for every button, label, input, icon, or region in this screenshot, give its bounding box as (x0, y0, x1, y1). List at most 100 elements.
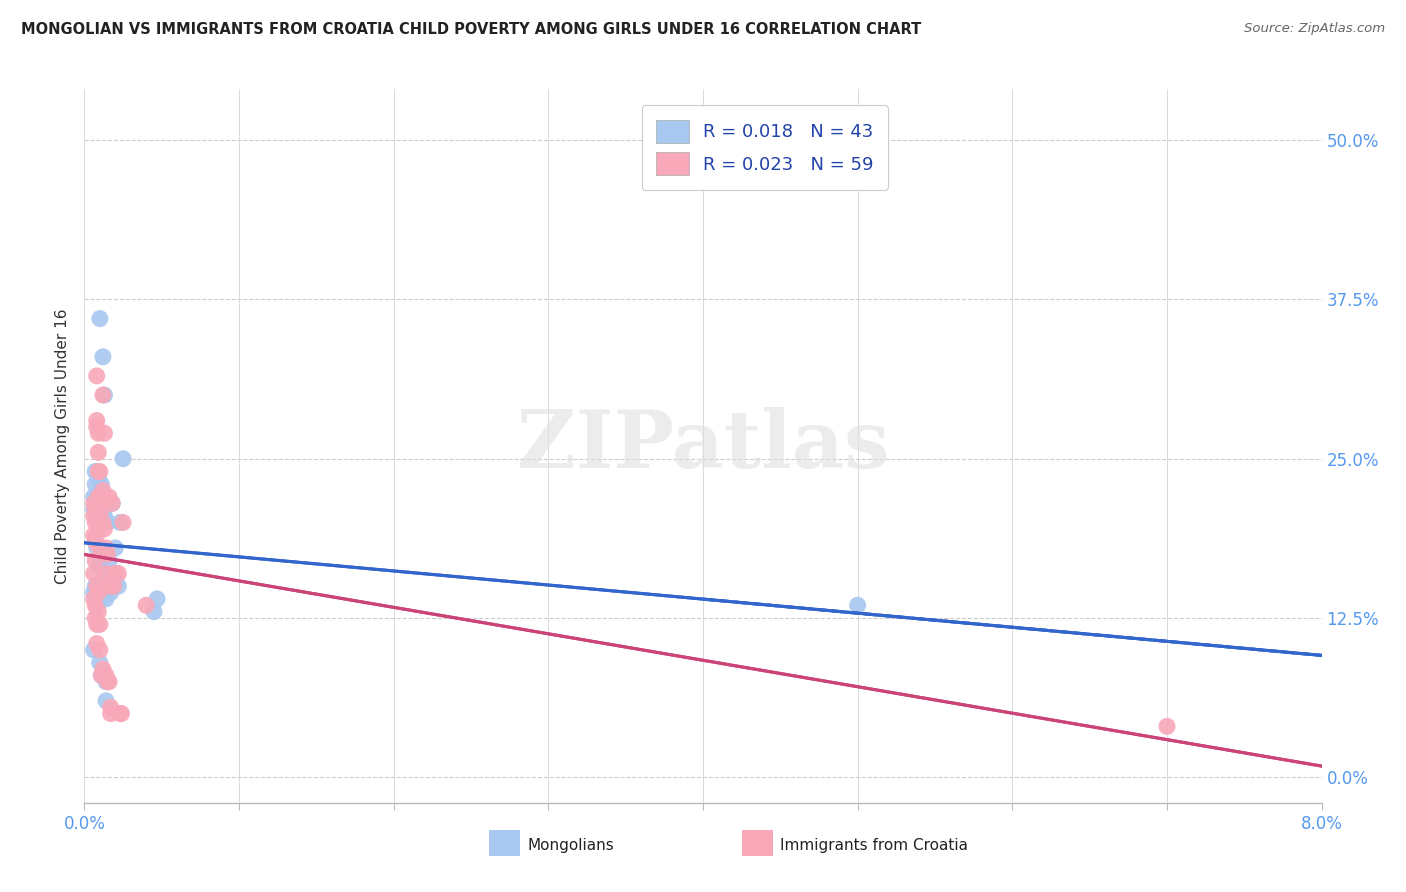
Point (89, 541, 111, 555)
Point (89, 656, 111, 670)
Point (108, 516, 131, 530)
Point (96, 516, 118, 530)
Text: Immigrants from Croatia: Immigrants from Croatia (780, 838, 969, 853)
Point (87, 465, 110, 479)
Point (104, 566, 127, 581)
Point (84, 599, 107, 613)
Point (94, 674, 117, 689)
Point (84, 579, 107, 593)
Point (87, 426, 110, 441)
Point (86, 502, 108, 516)
Point (83, 591, 105, 606)
Point (84, 502, 107, 516)
Point (91, 509, 114, 524)
Point (100, 585, 122, 599)
Point (89, 465, 111, 479)
Point (93, 509, 115, 524)
Point (1156, 719, 1178, 733)
Point (90, 668, 112, 682)
Point (83, 643, 105, 657)
Legend: R = 0.018   N = 43, R = 0.023   N = 59: R = 0.018 N = 43, R = 0.023 N = 59 (641, 105, 889, 190)
Point (84, 554, 107, 568)
Point (90, 490, 112, 504)
Point (83, 585, 105, 599)
Point (91, 483, 114, 498)
Point (94, 566, 117, 581)
Point (89, 516, 111, 530)
Point (104, 541, 127, 555)
Point (83, 509, 105, 524)
Point (86, 541, 108, 555)
Text: MONGOLIAN VS IMMIGRANTS FROM CROATIA CHILD POVERTY AMONG GIRLS UNDER 16 CORRELAT: MONGOLIAN VS IMMIGRANTS FROM CROATIA CHI… (21, 22, 921, 37)
Point (91, 502, 114, 516)
Point (101, 496, 124, 510)
Point (86, 490, 108, 504)
Point (87, 490, 110, 504)
Point (96, 674, 118, 689)
Point (87, 490, 110, 504)
Point (91, 350, 114, 364)
Point (94, 694, 117, 708)
Point (87, 591, 110, 606)
Point (96, 547, 118, 561)
Point (89, 617, 111, 632)
Point (83, 502, 105, 516)
Point (98, 554, 121, 568)
Point (86, 617, 108, 632)
Point (91, 662, 114, 676)
Point (94, 668, 117, 682)
Point (103, 579, 125, 593)
Point (86, 516, 108, 530)
Point (100, 700, 122, 714)
Y-axis label: Child Poverty Among Girls Under 16: Child Poverty Among Girls Under 16 (55, 309, 70, 583)
Point (107, 579, 129, 593)
Text: Source: ZipAtlas.com: Source: ZipAtlas.com (1244, 22, 1385, 36)
Text: Mongolians: Mongolians (527, 838, 614, 853)
Point (100, 706, 122, 721)
Point (135, 599, 157, 613)
Point (107, 566, 129, 581)
Point (89, 311, 111, 326)
Point (94, 541, 117, 555)
Point (93, 522, 115, 536)
Point (84, 611, 107, 625)
Point (84, 465, 107, 479)
Point (84, 516, 107, 530)
Point (83, 496, 105, 510)
Point (90, 668, 112, 682)
Point (86, 413, 108, 427)
Point (86, 528, 108, 542)
Point (100, 579, 122, 593)
Point (86, 496, 108, 510)
Point (87, 585, 110, 599)
Point (91, 516, 114, 530)
Point (89, 554, 111, 568)
Point (112, 516, 135, 530)
Point (84, 534, 107, 549)
Point (96, 579, 118, 593)
Point (846, 599, 869, 613)
Point (83, 490, 105, 504)
Point (93, 426, 115, 441)
Point (86, 420, 108, 434)
Point (83, 566, 105, 581)
Point (87, 471, 110, 485)
Point (94, 591, 117, 606)
Point (86, 368, 108, 383)
Point (90, 502, 112, 516)
Point (108, 706, 131, 721)
Point (86, 579, 108, 593)
Point (83, 528, 105, 542)
Point (98, 566, 121, 581)
Point (89, 560, 111, 574)
Point (112, 451, 135, 466)
Point (101, 496, 124, 510)
Point (110, 706, 132, 721)
Text: ZIPatlas: ZIPatlas (517, 407, 889, 485)
Point (87, 445, 110, 459)
Point (98, 674, 121, 689)
Point (91, 388, 114, 402)
Point (98, 490, 121, 504)
Point (146, 591, 169, 606)
Point (90, 477, 112, 491)
